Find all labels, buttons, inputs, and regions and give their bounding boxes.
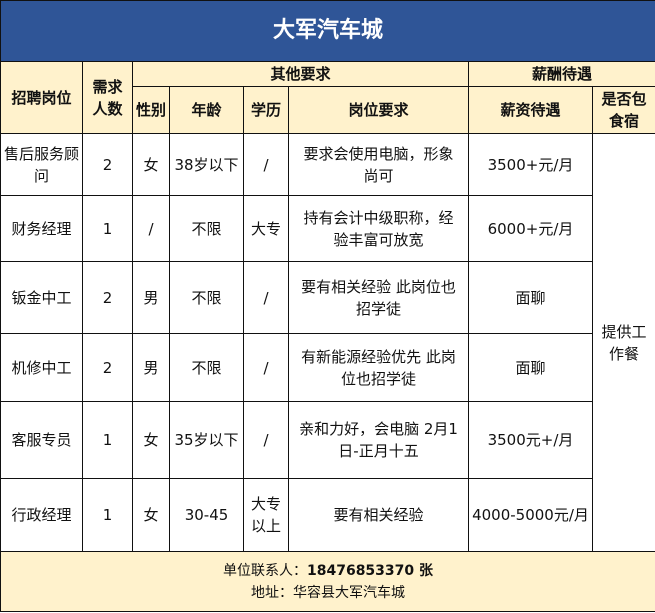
table-row: 机修中工 2 男不限 / 有新能源经验优先 此岗位也招学徒 面聊 <box>0 333 655 402</box>
header-count: 需求人数 <box>82 61 133 134</box>
table-row: 售后服务顾问 2 女 38岁以下 / 要求会使用电脑，形象尚可 3500+元/月 提供工作餐 <box>0 133 655 552</box>
header-board: 是否包食宿 <box>591 86 655 134</box>
table-row: 钣金中工 2 男不限 / 要有相关经验 此岗位也招学徒 面聊 <box>0 261 655 334</box>
cell-salary: 面聊 <box>468 261 593 334</box>
cell-requirement: 有新能源经验优先 此岗位也招学徒 <box>288 333 469 402</box>
cell-requirement: 亲和力好，会电脑 2月1日-正月十五 <box>288 401 469 479</box>
contact-value: 18476853370 张 <box>306 562 434 579</box>
cell-count: 2 <box>82 133 133 196</box>
cell-age: 38岁以下 <box>169 133 244 196</box>
header-salary: 薪资待遇 <box>468 86 593 134</box>
cell-position: 机修中工 <box>0 333 83 402</box>
footer: 单位联系人：18476853370 张 地址：华容县大军汽车城 <box>0 551 655 612</box>
cell-gender: 女 <box>132 133 170 196</box>
table-row: 财务经理 1/不限 大专 持有会计中级职称，经验丰富可放宽 6000+元/月 <box>0 195 655 262</box>
address-label: 地址： <box>251 584 293 601</box>
cell-position: 行政经理 <box>0 478 83 552</box>
page-title: 大军汽车城 <box>0 0 655 62</box>
cell-salary: 面聊 <box>468 333 593 402</box>
header-salary-group: 薪酬待遇 <box>467 61 655 87</box>
cell-requirement: 要有相关经验 <box>288 478 469 552</box>
cell-requirement: 持有会计中级职称，经验丰富可放宽 <box>288 195 469 262</box>
cell-age: 不限 <box>169 261 244 334</box>
cell-salary: 3500+元/月 <box>468 133 593 196</box>
cell-count: 1 <box>82 478 133 552</box>
cell-count: 2 <box>82 261 133 334</box>
cell-gender: 男 <box>132 333 170 402</box>
contact-label: 单位联系人： <box>222 562 307 579</box>
cell-position: 钣金中工 <box>0 261 83 334</box>
header-education: 学历 <box>243 86 289 134</box>
header-position: 招聘岗位 <box>0 61 83 134</box>
cell-board: 提供工作餐 <box>591 133 655 552</box>
cell-requirement: 要有相关经验 此岗位也招学徒 <box>288 261 469 334</box>
header-gender: 性别 <box>132 86 170 134</box>
address-value: 华容县大军汽车城 <box>293 584 405 601</box>
contact-line: 单位联系人：18476853370 张 <box>4 560 652 582</box>
cell-requirement: 要求会使用电脑，形象尚可 <box>288 133 469 196</box>
cell-age: 不限 <box>169 195 244 262</box>
cell-gender: 男 <box>132 261 170 334</box>
cell-education: / <box>243 333 289 402</box>
table-row: 客服专员 1 女 35岁以下 / 亲和力好，会电脑 2月1日-正月十五 3500元+/月 <box>0 401 655 479</box>
cell-position: 财务经理 <box>0 195 83 262</box>
cell-gender: / <box>132 195 170 262</box>
cell-age: 不限 <box>169 333 244 402</box>
cell-count: 2 <box>82 333 133 402</box>
cell-count: 1 <box>82 401 133 479</box>
cell-education: / <box>243 401 289 479</box>
cell-position: 售后服务顾问 <box>0 133 83 196</box>
cell-count: 1 <box>82 195 133 262</box>
cell-gender: 女 <box>132 401 170 479</box>
cell-gender: 女 <box>132 478 170 552</box>
cell-salary: 6000+元/月 <box>468 195 593 262</box>
cell-age: 35岁以下 <box>169 401 244 479</box>
table-row: 行政经理 1 女 30-45 大专以上 要有相关经验 4000-5000元/月 <box>0 478 655 552</box>
cell-education: / <box>243 261 289 334</box>
cell-education: 大专以上 <box>243 478 289 552</box>
cell-education: / <box>243 133 289 196</box>
cell-age: 30-45 <box>169 478 244 552</box>
cell-position: 客服专员 <box>0 401 83 479</box>
cell-salary: 3500元+/月 <box>468 401 593 479</box>
header-other: 其他要求 <box>132 61 469 87</box>
header-requirement: 岗位要求 <box>288 86 469 134</box>
cell-salary: 4000-5000元/月 <box>468 478 593 552</box>
cell-education: 大专 <box>243 195 289 262</box>
header-age: 年龄 <box>169 86 244 134</box>
address-line: 地址：华容县大军汽车城 <box>4 582 652 604</box>
